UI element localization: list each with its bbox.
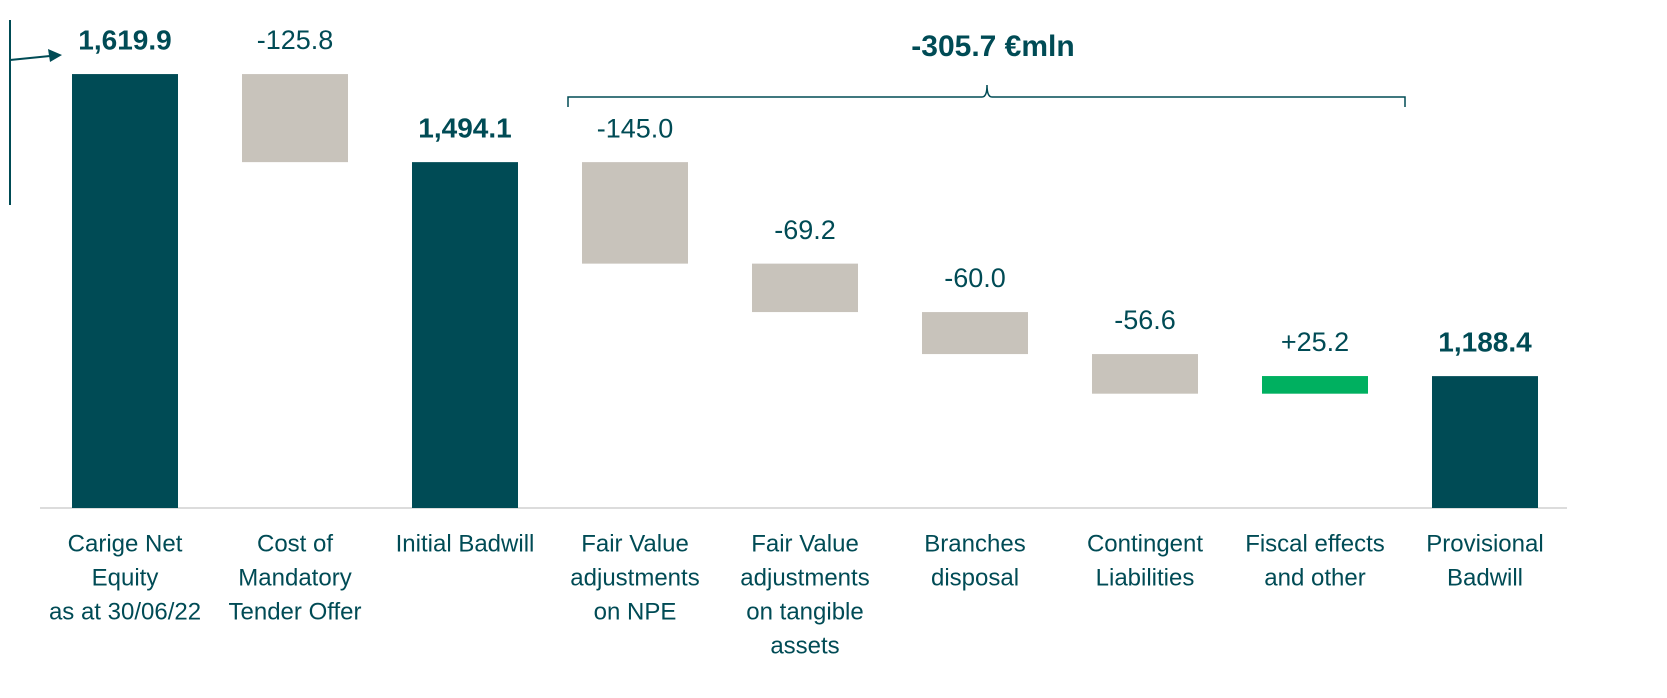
value-label: -145.0 bbox=[597, 113, 674, 143]
x-tick-label: disposal bbox=[931, 564, 1019, 591]
x-tick-label: Mandatory bbox=[238, 564, 351, 591]
bracket bbox=[567, 84, 1406, 107]
x-tick-label: Fair Value bbox=[751, 530, 859, 557]
value-label: -60.0 bbox=[944, 263, 1006, 293]
value-label: 1,188.4 bbox=[1438, 327, 1532, 358]
value-label: +25.2 bbox=[1281, 327, 1349, 357]
bar bbox=[752, 263, 858, 313]
x-tick-label: Provisional bbox=[1426, 530, 1543, 557]
bar bbox=[1262, 376, 1368, 394]
x-tick-label: and other bbox=[1264, 564, 1365, 591]
x-tick-label: adjustments bbox=[570, 564, 699, 591]
value-label: -69.2 bbox=[774, 215, 836, 245]
x-tick-label: Cost of bbox=[257, 530, 333, 557]
annotation: -305.7 €mln bbox=[911, 30, 1074, 63]
arrow-line bbox=[9, 55, 51, 61]
x-tick-label: adjustments bbox=[740, 564, 869, 591]
x-tick-label: Equity bbox=[92, 564, 159, 591]
bar bbox=[582, 162, 688, 264]
value-label: -56.6 bbox=[1114, 305, 1176, 335]
x-tick-label: Contingent bbox=[1087, 530, 1203, 557]
value-label: 1,619.9 bbox=[78, 24, 171, 55]
arrow-head bbox=[48, 49, 62, 62]
bar bbox=[922, 312, 1028, 355]
x-tick-label: Badwill bbox=[1447, 564, 1523, 591]
x-tick-label: Branches bbox=[924, 530, 1025, 557]
value-label: -125.8 bbox=[257, 25, 334, 55]
bar bbox=[1432, 376, 1538, 508]
x-tick-label: Initial Badwill bbox=[396, 530, 535, 557]
x-tick-label: as at 30/06/22 bbox=[49, 598, 201, 625]
bar bbox=[412, 162, 518, 508]
x-tick-label: Fiscal effects bbox=[1245, 530, 1385, 557]
x-tick-label: on tangible bbox=[746, 598, 863, 625]
bar bbox=[72, 74, 178, 508]
x-tick-label: on NPE bbox=[594, 598, 677, 625]
value-label: 1,494.1 bbox=[418, 113, 511, 144]
x-tick-label: Liabilities bbox=[1096, 564, 1195, 591]
bar bbox=[1092, 354, 1198, 394]
x-tick-label: Tender Offer bbox=[229, 598, 362, 625]
x-tick-label: Fair Value bbox=[581, 530, 689, 557]
x-tick-label: Carige Net bbox=[68, 530, 183, 557]
bar bbox=[242, 74, 348, 163]
x-tick-label: assets bbox=[770, 632, 839, 659]
